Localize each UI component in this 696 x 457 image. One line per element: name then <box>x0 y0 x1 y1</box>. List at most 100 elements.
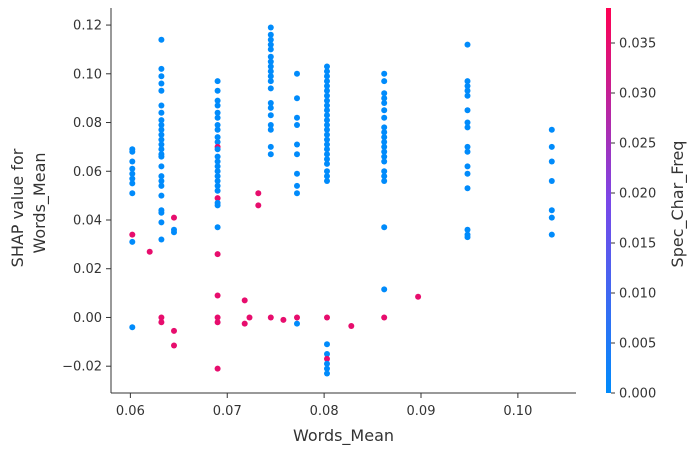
data-point <box>294 190 300 197</box>
data-point <box>241 320 248 327</box>
data-point <box>158 126 165 133</box>
data-point <box>214 146 221 153</box>
x-axis-title: Words_Mean <box>293 426 394 446</box>
data-point <box>464 119 471 126</box>
y-axis-title-line-1: SHAP value for <box>8 148 27 267</box>
data-point <box>267 151 274 158</box>
data-point <box>171 214 177 221</box>
data-point <box>464 83 471 89</box>
data-point <box>214 122 221 128</box>
data-point <box>214 251 221 258</box>
colorbar: 0.000 0.005 0.010 0.015 0.020 0.025 0.030 0.035… <box>606 8 688 402</box>
data-point <box>267 126 274 133</box>
data-point <box>464 78 471 85</box>
data-point <box>324 63 330 70</box>
data-point <box>267 78 274 85</box>
data-point <box>464 163 471 170</box>
data-point <box>158 173 165 180</box>
data-point <box>381 173 388 180</box>
data-point <box>129 190 136 197</box>
data-point <box>129 148 136 155</box>
colorbar-tick-label: 0.015 <box>619 237 656 252</box>
x-tick-label: 0.06 <box>116 404 145 419</box>
data-point <box>294 95 300 102</box>
data-point <box>324 341 330 348</box>
data-point <box>214 78 221 85</box>
data-point <box>324 360 330 367</box>
x-tick-label: 0.09 <box>407 404 436 419</box>
data-point <box>255 190 262 197</box>
data-point <box>381 168 388 175</box>
data-point <box>294 122 300 128</box>
data-point <box>381 178 388 184</box>
data-point <box>158 236 165 243</box>
data-point <box>464 107 471 114</box>
data-point <box>267 73 274 80</box>
data-point <box>324 136 330 143</box>
data-point <box>294 314 300 321</box>
data-point <box>548 126 555 133</box>
data-point <box>158 73 165 80</box>
data-point <box>158 319 165 326</box>
x-tick-label: 0.08 <box>310 404 339 419</box>
data-point <box>267 63 274 70</box>
data-point <box>548 158 555 165</box>
data-point <box>158 131 165 138</box>
data-point <box>214 87 221 94</box>
data-point <box>267 85 274 92</box>
data-point <box>158 182 165 189</box>
y-tick-label: −0.02 <box>62 360 102 375</box>
data-point <box>158 87 165 94</box>
data-point <box>324 173 330 180</box>
data-point <box>214 153 221 160</box>
data-point <box>324 156 330 163</box>
data-point <box>381 224 388 231</box>
colorbar-tick-label: 0.025 <box>619 137 656 152</box>
y-tick-label: 0.00 <box>73 311 102 326</box>
colorbar-title: Spec_Char_Freq <box>668 141 688 268</box>
y-tick-label: 0.04 <box>73 213 102 228</box>
data-point <box>381 114 388 121</box>
data-point <box>464 143 471 150</box>
data-point <box>158 209 165 216</box>
data-point <box>129 158 136 165</box>
data-point <box>158 141 165 148</box>
data-point <box>324 141 330 148</box>
data-point <box>324 146 330 153</box>
data-point <box>548 207 555 214</box>
data-point <box>214 134 221 141</box>
data-point <box>267 104 274 111</box>
data-point <box>415 293 422 300</box>
data-point <box>267 31 274 38</box>
data-point <box>381 107 388 114</box>
y-tick-label: 0.06 <box>73 165 102 180</box>
data-point <box>324 151 330 158</box>
data-point <box>381 148 388 155</box>
data-point <box>294 320 300 327</box>
data-point <box>171 229 177 236</box>
data-point <box>158 163 165 170</box>
data-point <box>324 97 330 104</box>
colorbar-gradient <box>606 8 611 393</box>
data-point <box>214 97 221 104</box>
data-point <box>214 109 221 116</box>
y-tick-label: 0.12 <box>73 19 102 34</box>
data-point <box>294 182 300 189</box>
data-point <box>381 139 388 145</box>
data-point <box>381 314 388 321</box>
data-point <box>324 87 330 94</box>
data-point <box>267 68 274 75</box>
data-point <box>214 195 221 202</box>
data-point <box>324 160 330 167</box>
data-point <box>214 202 221 209</box>
data-point <box>158 146 165 153</box>
data-point <box>171 342 177 349</box>
data-point <box>267 100 274 106</box>
data-point <box>214 224 221 231</box>
data-point <box>267 36 274 43</box>
colorbar-tick-label: 0.005 <box>619 337 656 352</box>
data-point <box>324 178 330 184</box>
data-point <box>214 365 221 372</box>
data-point <box>267 112 274 119</box>
data-point <box>158 102 165 109</box>
